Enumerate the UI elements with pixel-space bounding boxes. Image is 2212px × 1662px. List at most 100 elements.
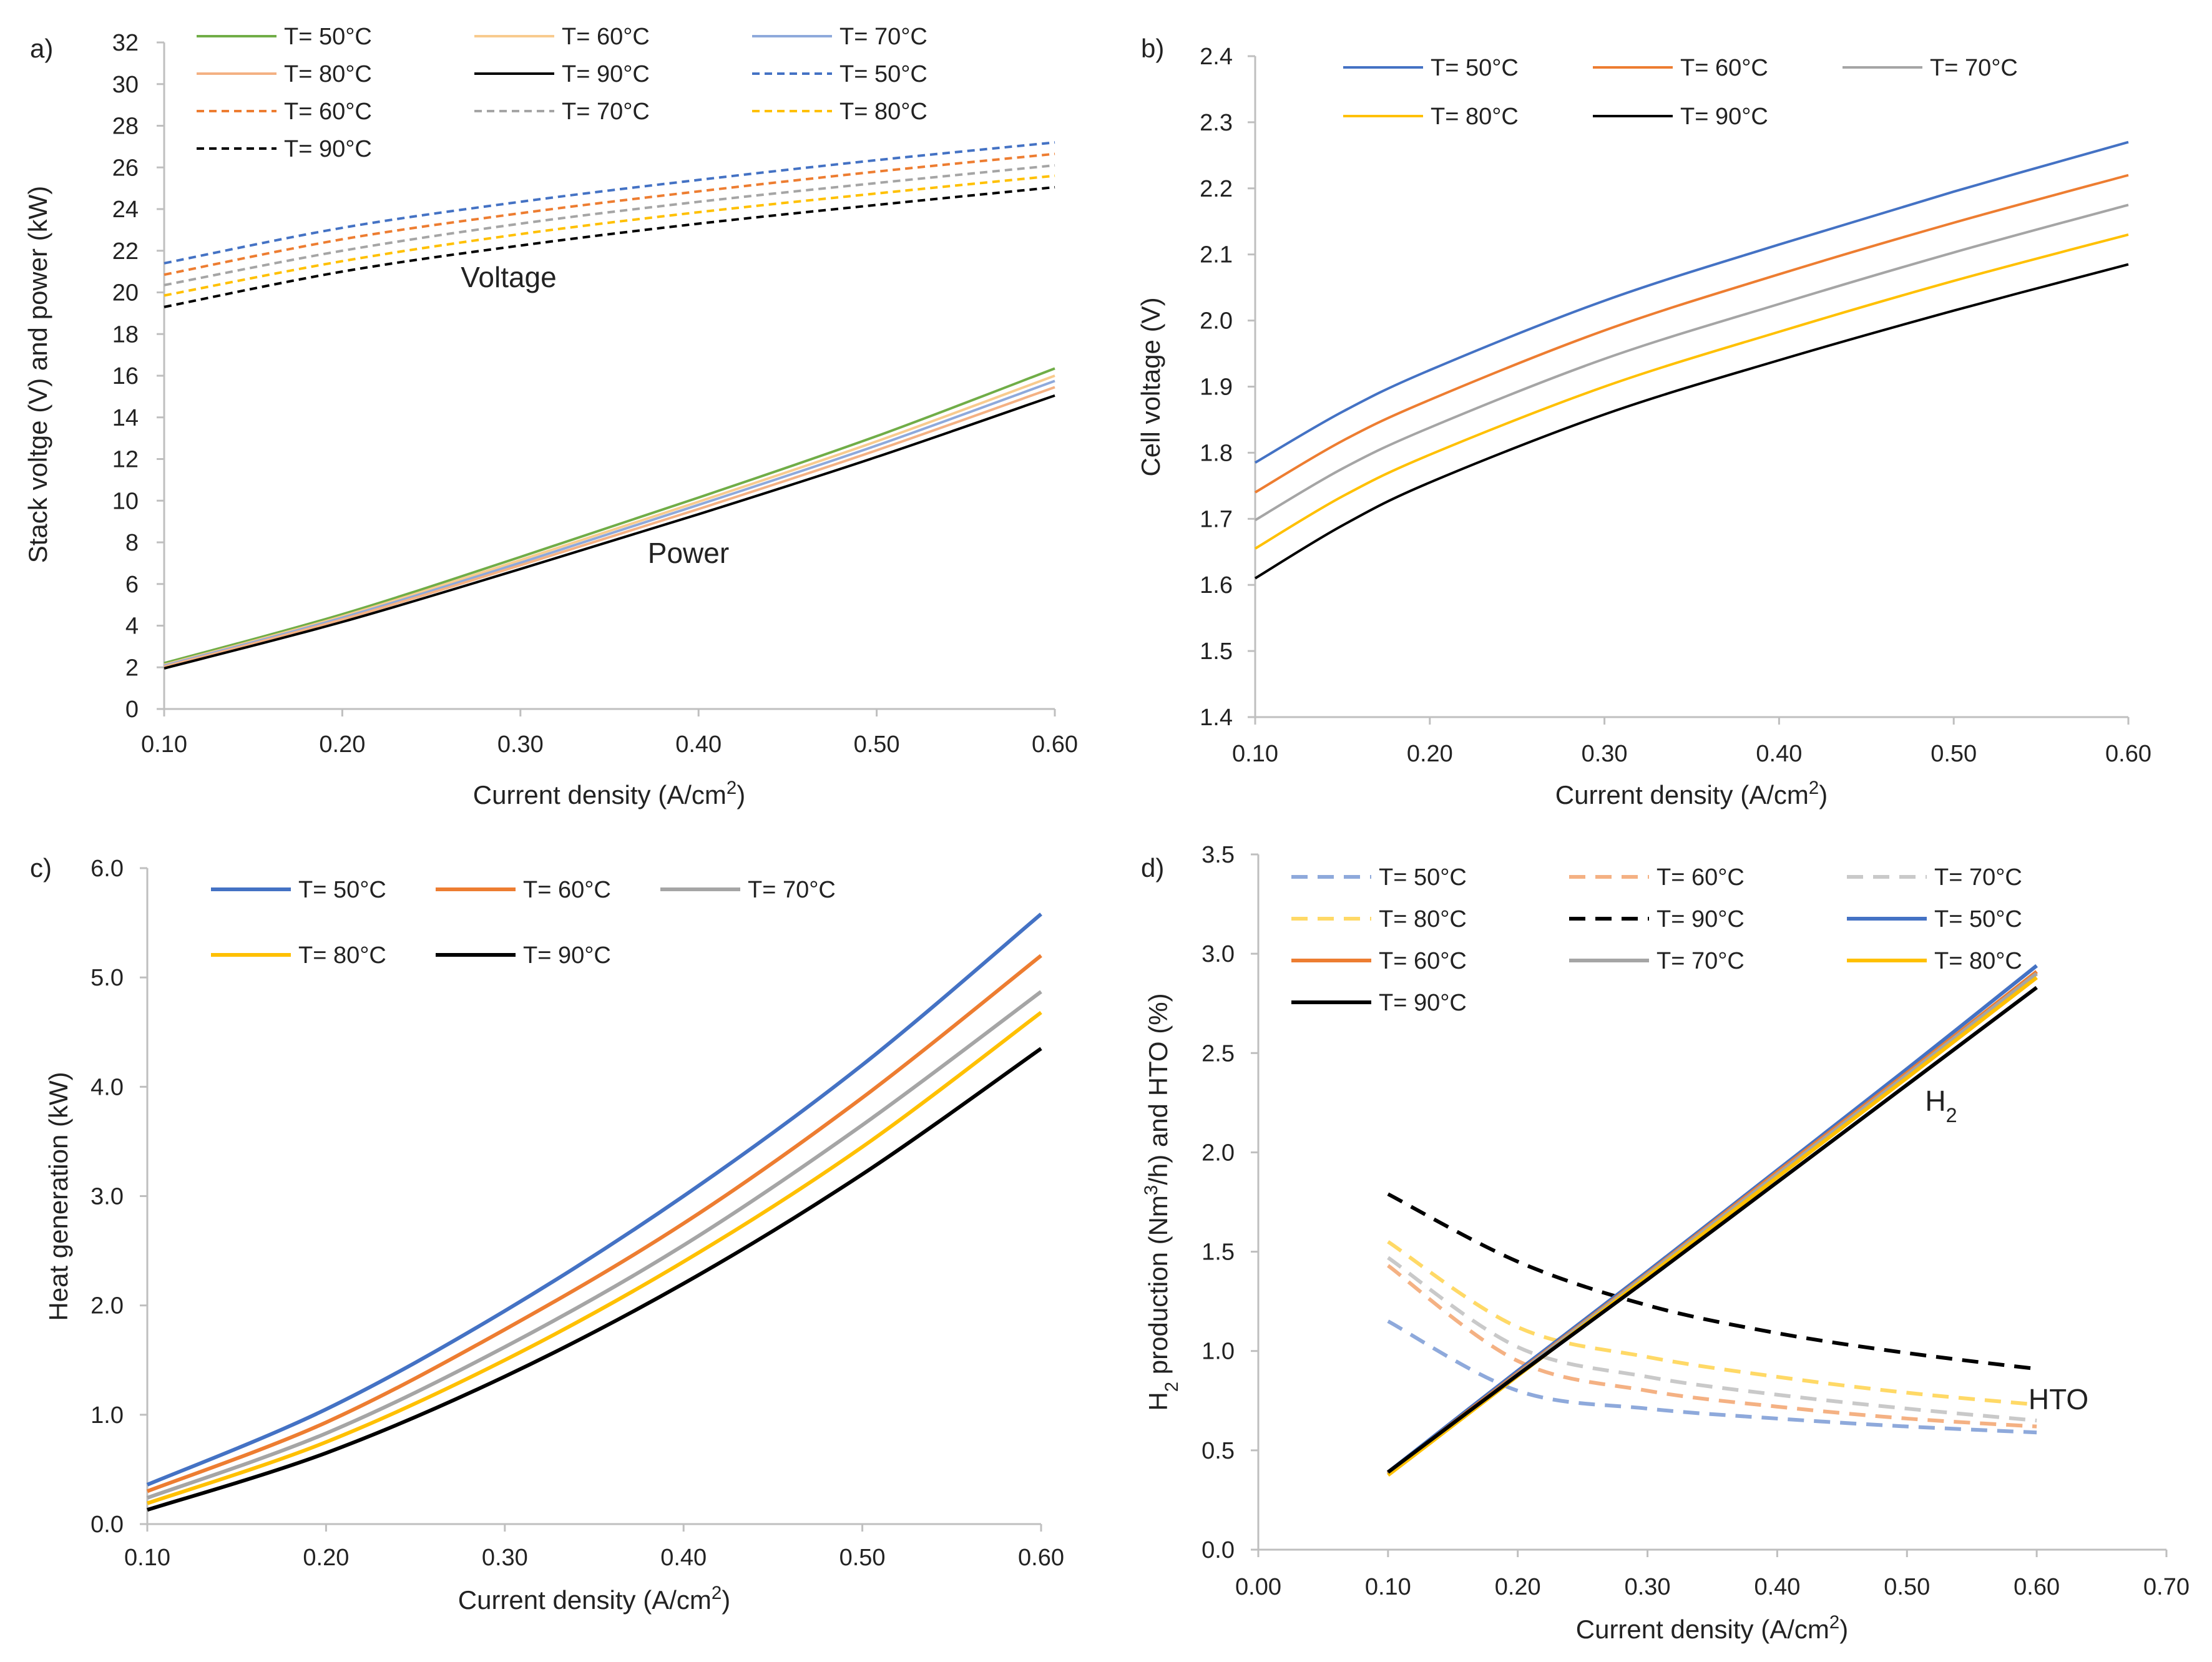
y-axis-label: Stack voltge (V) and power (kW) [23,186,52,564]
legend: T= 50°C T= 60°C T= 70°C T= 80°C T= 90°C [211,877,836,969]
x-tick-label: 0.60 [2105,741,2151,767]
y-tick-label: 26 [112,155,139,181]
y-tick-label: 18 [112,321,139,348]
x-tick-label: 0.70 [2143,1574,2190,1600]
x-tick-label: 0.10 [141,731,187,758]
x-tick-label: 0.10 [124,1545,170,1571]
legend-label: T= 80°C [1431,104,1519,130]
legend-label: T= 70°C [839,24,927,50]
y-tick-label: 12 [112,447,139,473]
y-tick-label: 0.0 [1201,1537,1235,1563]
x-tick-label: 0.20 [1407,741,1453,767]
x-tick-label: 0.50 [1884,1574,1930,1600]
legend-label: T= 70°C [1930,55,2018,81]
y-tick-label: 1.9 [1200,374,1233,401]
legend-label: T= 70°C [1934,864,2022,891]
x-tick-label: 0.40 [660,1545,707,1571]
x-axis-label: Current density (A/cm2) [458,1583,731,1615]
x-tick-label: 0.10 [1365,1574,1411,1600]
x-tick-label: 0.30 [1625,1574,1671,1600]
legend-label: T= 50°C [1379,864,1467,891]
legend-label: T= 80°C [284,61,372,87]
series-line-3 [1387,1256,2037,1423]
y-tick-label: 30 [112,72,139,98]
x-tick-label: 0.30 [482,1545,528,1571]
y-tick-label: 6 [125,572,139,598]
series-line-10 [164,185,1055,308]
legend-label: T= 90°C [284,136,372,162]
series-line-2 [146,954,1042,1493]
series-line-5 [147,1047,1042,1512]
y-tick-label: 2.0 [91,1293,124,1319]
x-tick-label: 0.20 [303,1545,349,1571]
chart-panel-3: 0.0 1.0 2.0 3.0 4.0 5.0 6.0 0.10 0.20 0.30 0.40 0.5… [30,853,1064,1615]
chart-panel-2: 1.4 1.5 1.6 1.7 1.8 1.9 2.0 2.1 2.2 2.3 2.4 0.10 0.2… [1136,34,2151,809]
legend-label: T= 90°C [1657,906,1745,932]
x-tick-label: 0.40 [1754,1574,1800,1600]
x-tick-label: 0.20 [319,731,365,758]
y-tick-label: 2.3 [1200,110,1233,136]
y-tick-label: 1.4 [1200,705,1233,731]
legend-label: T= 60°C [523,877,611,903]
x-tick-label: 0.30 [1582,741,1628,767]
legend-label: T= 60°C [1680,55,1768,81]
legend-label: T= 80°C [1934,948,2022,974]
x-tick-label: 0.10 [1232,741,1278,767]
x-tick-label: 0.20 [1495,1574,1541,1600]
legend-label: T= 70°C [562,99,650,125]
legend-label: T= 50°C [1934,906,2022,932]
series-line-9 [164,174,1055,297]
legend-label: T= 90°C [562,61,650,87]
y-tick-label: 1.0 [91,1402,124,1429]
annotation-label: H2 [1925,1085,1957,1127]
y-tick-label: 10 [112,488,139,514]
y-axis-label: Cell voltage (V) [1136,297,1165,476]
series-line-8 [164,164,1055,286]
legend-label: T= 80°C [298,942,386,969]
panel-label: c) [30,853,52,882]
y-tick-label: 14 [112,405,139,431]
legend-label: T= 70°C [748,877,836,903]
legend-label: T= 90°C [523,942,611,969]
series-line-6 [164,141,1055,265]
legend-label: T= 60°C [562,24,650,50]
series-line-4 [1254,233,2129,550]
series-line-1 [1254,140,2129,464]
legend-label: T= 50°C [839,61,927,87]
annotation-label: HTO [2028,1383,2088,1415]
y-tick-label: 0.0 [91,1512,124,1538]
legend: T= 50°C T= 60°C T= 70°C T= 80°C T= 90°C T= 50… [1291,864,2022,1016]
x-axis-label: Current density (A/cm2) [1555,778,1828,810]
y-tick-label: 32 [112,30,139,56]
series-line-1 [146,912,1042,1487]
legend-label: T= 80°C [839,99,927,125]
series-line-5 [1387,1192,2037,1371]
series-line-3 [146,990,1042,1500]
series-line-3 [164,379,1055,667]
x-tick-label: 0.40 [675,731,722,758]
series-line-7 [164,152,1055,276]
legend: T= 50°C T= 60°C T= 70°C T= 80°C T= 90°C [1343,55,2018,130]
legend-label: T= 60°C [1657,864,1745,891]
annotation-label: Power [648,537,729,569]
y-tick-label: 1.6 [1200,572,1233,599]
y-tick-label: 2 [125,655,139,681]
chart-panel-4: 0.0 0.5 1.0 1.5 2.0 2.5 3.0 3.5 0.00 0.10 0.20 0.30… [1141,842,2190,1644]
x-tick-label: 0.60 [2014,1574,2060,1600]
series-line-10 [1387,985,2038,1474]
y-tick-label: 2.1 [1200,242,1233,268]
y-tick-label: 3.0 [91,1184,124,1210]
x-tick-label: 0.60 [1032,731,1078,758]
y-tick-label: 28 [112,114,139,140]
y-tick-label: 1.5 [1201,1239,1235,1266]
panel-label: a) [30,34,53,63]
series-line-2 [164,374,1055,667]
y-tick-label: 2.5 [1201,1040,1235,1067]
legend-label: T= 60°C [284,99,372,125]
series-line-4 [1387,1240,2037,1407]
y-tick-label: 4 [125,613,139,640]
x-axis-label: Current density (A/cm2) [1576,1612,1849,1645]
y-tick-label: 2.0 [1201,1140,1235,1166]
panel-label: b) [1141,34,1164,63]
